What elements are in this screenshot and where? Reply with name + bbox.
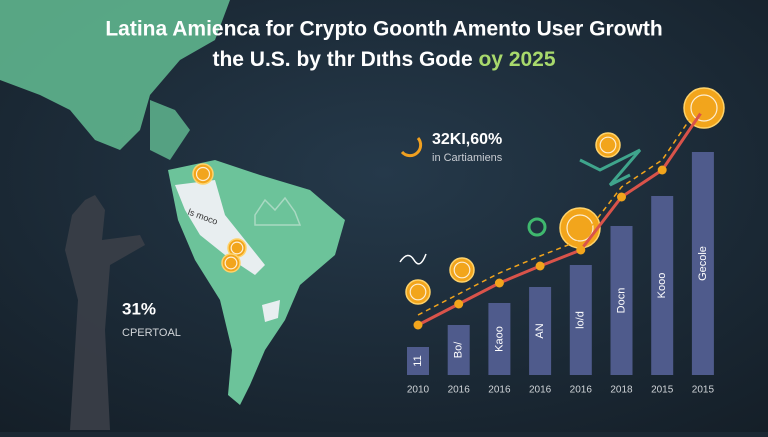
person-silhouette [65,195,145,430]
bar-label: AN [534,323,546,338]
x-tick-label: 2015 [651,385,674,396]
squiggle-icon [399,253,427,265]
trend-point [698,105,708,115]
bar [407,347,429,375]
bar [651,196,674,375]
map-stat: 31% [122,299,156,318]
bar-label: Gecole [697,246,709,281]
coin-inner [224,256,238,270]
map-stat-label: CPERTOAL [122,327,181,339]
x-tick-label: 2016 [488,385,511,396]
bar [529,287,552,375]
highlight-region [262,300,280,322]
x-tick-label: 2015 [692,385,715,396]
stat-sub: in Cartiamiens [432,152,503,164]
coin [595,132,621,158]
trend-point [657,165,667,175]
bar-label: Docn [615,288,627,314]
bar [610,226,633,375]
coin-inner [453,261,471,279]
stat-main: 32KI,60% [432,131,502,148]
trend-point [617,192,626,202]
bar [488,303,511,375]
x-tick-label: 2016 [529,385,552,396]
x-tick-label: 2016 [448,385,471,396]
title: Latina Amienca for Crypto Goonth Amento … [105,18,662,41]
coin [405,279,431,305]
coin [449,257,475,283]
trend-point [413,320,423,330]
subtitle-text: the U.S. by thr Dıths Gode [212,48,472,71]
coin-inner [566,214,594,242]
coin-inner [409,283,427,301]
bar-label: Bo/ [453,341,465,358]
trend-point [454,299,464,309]
bar-label: Kaoo [493,326,505,352]
x-tick-label: 2010 [407,385,430,396]
bar [569,265,592,375]
arrow-icon [579,148,642,187]
bar-label: lo/d [575,311,587,329]
trend-line [417,109,705,327]
coin [559,207,601,249]
ring-icon [527,217,547,237]
subtitle: the U.S. by thr Dıths Gode oy 2025 [212,48,555,71]
trend-dashed [417,99,704,316]
x-tick-label: 2018 [610,385,633,396]
trend-point [576,245,586,255]
tree-icon [254,196,302,226]
north-america [0,0,230,150]
bar [691,152,714,375]
coin-inner [230,241,244,255]
coin-inner [599,136,617,154]
central-america [150,100,190,160]
bar-label: Kooo [656,273,668,299]
stat-icon [400,137,423,158]
subtitle-highlight: oy 2025 [478,48,555,71]
coin-inner [195,166,211,182]
x-tick-label: 2016 [570,385,593,396]
bar [447,325,470,375]
trend-point [535,261,545,271]
bar-label: 11 [412,355,424,366]
bar-chart: 2010 2016 2016 2016 2016 2018 2015 2015 11 Bo/Kao… [407,99,715,396]
trend-point [494,278,504,288]
coin-inner [690,94,718,122]
